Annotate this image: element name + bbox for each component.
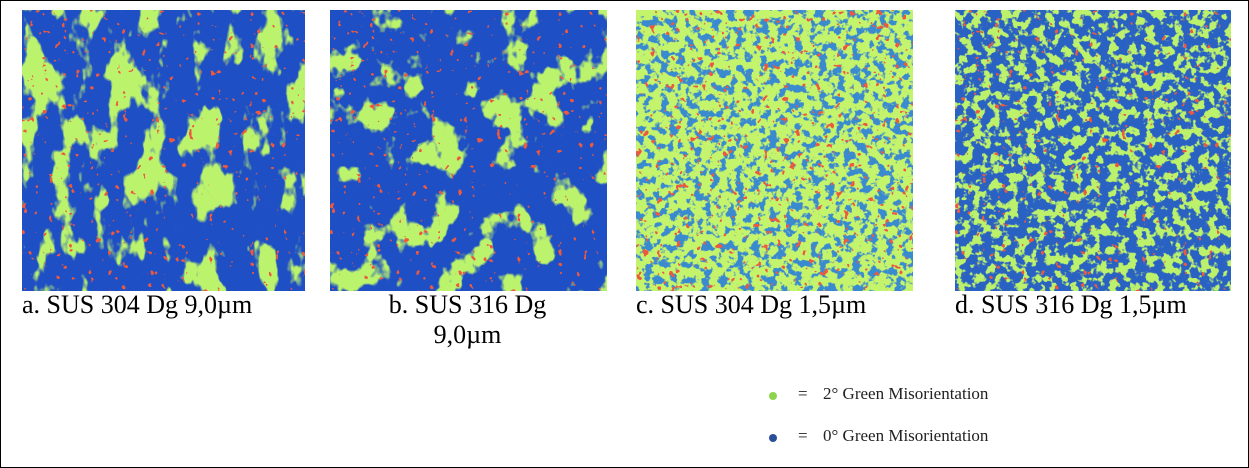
map-image (330, 10, 607, 291)
caption: a. SUS 304 Dg 9,0µm (22, 290, 322, 320)
map-image (955, 10, 1231, 291)
caption: c. SUS 304 Dg 1,5µm (636, 290, 936, 320)
map-image (636, 10, 913, 291)
caption: b. SUS 316 Dg 9,0µm (360, 290, 575, 350)
caption: d. SUS 316 Dg 1,5µm (955, 290, 1245, 320)
legend-symbol: = (798, 426, 808, 446)
legend-symbol: = (798, 384, 808, 404)
legend-dot (769, 392, 777, 400)
legend-dot (769, 434, 777, 442)
figure: a. SUS 304 Dg 9,0µm b. SUS 316 Dg 9,0µm … (0, 0, 1249, 468)
legend-text: 2° Green Misorientation (823, 384, 988, 404)
legend-text: 0° Green Misorientation (823, 426, 988, 446)
map-image (22, 10, 305, 291)
